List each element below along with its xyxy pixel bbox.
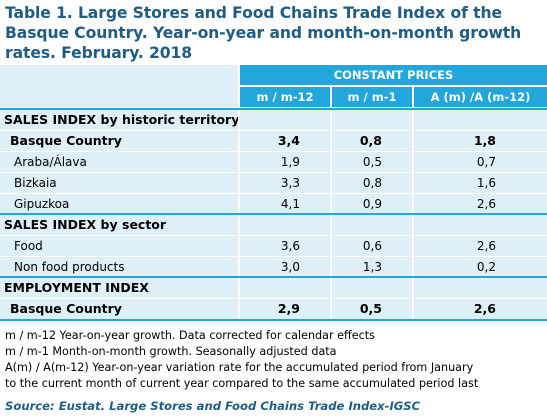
column-divider	[412, 173, 414, 193]
row-label: SALES INDEX by sector	[4, 217, 167, 232]
row-divider	[0, 108, 547, 110]
row-value-3: 1,8	[473, 133, 496, 148]
row-label: Basque Country	[10, 301, 122, 316]
table-title: Table 1. Large Stores and Food Chains Tr…	[5, 4, 522, 62]
section-header-row: EMPLOYMENT INDEX	[0, 278, 547, 298]
source-note: Source: Eustat. Large Stores and Food Ch…	[5, 399, 421, 413]
row-value-2: 0,8	[359, 133, 382, 148]
column-divider	[238, 215, 240, 235]
table-row: Gipuzkoa 4,1 0,9 2,6	[0, 194, 547, 214]
row-value-1: 1,9	[280, 155, 300, 169]
column-divider	[238, 194, 240, 214]
row-value-3: 2,6	[476, 197, 496, 211]
data-table: CONSTANT PRICES m / m-12 m / m-1 A (m) /…	[0, 65, 547, 328]
row-value-3: 2,6	[476, 239, 496, 253]
column-divider	[238, 152, 240, 172]
column-divider	[412, 194, 414, 214]
row-value-3: 0,7	[476, 155, 496, 169]
column-divider	[330, 299, 332, 319]
table-row: Food 3,6 0,6 2,6	[0, 236, 547, 256]
column-divider	[412, 278, 414, 298]
column-divider	[412, 110, 414, 130]
header-col-mom: m / m-1	[332, 87, 412, 107]
footnote: m / m-12 Year-on-year growth. Data corre…	[5, 329, 376, 342]
header-constant-prices: CONSTANT PRICES	[240, 65, 547, 85]
row-value-1: 4,1	[280, 197, 300, 211]
row-value-2: 0,5	[359, 301, 382, 316]
row-value-2: 0,9	[362, 197, 382, 211]
row-divider	[0, 276, 547, 278]
column-divider	[238, 236, 240, 256]
header-spacer	[0, 65, 238, 107]
column-divider	[238, 173, 240, 193]
row-value-1: 3,4	[277, 133, 300, 148]
column-divider	[330, 110, 332, 130]
row-value-2: 1,3	[362, 260, 382, 274]
header-col-yoy: m / m-12	[240, 87, 330, 107]
column-divider	[412, 215, 414, 235]
column-divider	[412, 236, 414, 256]
row-label: Araba/Álava	[14, 155, 87, 169]
table-row: Bizkaia 3,3 0,8 1,6	[0, 173, 547, 193]
row-value-1: 3,6	[280, 239, 300, 253]
row-divider	[0, 213, 547, 215]
row-value-2: 0,6	[362, 239, 382, 253]
footnote: A(m) / A(m-12) Year-on-year variation ra…	[5, 361, 474, 374]
row-label: Non food products	[14, 260, 125, 274]
row-value-3: 2,6	[473, 301, 496, 316]
column-divider	[330, 236, 332, 256]
row-value-2: 0,5	[362, 155, 382, 169]
column-divider	[330, 131, 332, 151]
row-value-3: 1,6	[476, 176, 496, 190]
column-divider	[412, 299, 414, 319]
row-label: Gipuzkoa	[14, 197, 70, 211]
table-row: Araba/Álava 1,9 0,5 0,7	[0, 152, 547, 172]
footnote: m / m-1 Month-on-month growth. Seasonall…	[5, 345, 337, 358]
column-divider	[238, 110, 240, 130]
column-divider	[330, 194, 332, 214]
table-row: Basque Country 3,4 0,8 1,8	[0, 131, 547, 151]
row-label: Bizkaia	[14, 176, 57, 190]
footnotes: m / m-12 Year-on-year growth. Data corre…	[5, 328, 545, 392]
section-header-row: SALES INDEX by sector	[0, 215, 547, 235]
column-divider	[412, 257, 414, 277]
column-divider	[238, 278, 240, 298]
column-divider	[330, 257, 332, 277]
column-divider	[412, 152, 414, 172]
column-divider	[412, 131, 414, 151]
column-divider	[238, 131, 240, 151]
column-divider	[330, 215, 332, 235]
footnote: to the current month of current year com…	[5, 377, 479, 390]
column-divider	[330, 173, 332, 193]
column-divider	[330, 152, 332, 172]
row-label: SALES INDEX by historic territory	[4, 112, 240, 127]
header-col-accumulated: A (m) /A (m-12)	[414, 87, 547, 107]
row-value-1: 2,9	[277, 301, 300, 316]
row-value-2: 0,8	[362, 176, 382, 190]
row-label: Basque Country	[10, 133, 122, 148]
table-row: Basque Country 2,9 0,5 2,6	[0, 299, 547, 319]
row-value-3: 0,2	[476, 260, 496, 274]
column-divider	[238, 257, 240, 277]
section-header-row: SALES INDEX by historic territory	[0, 110, 547, 130]
column-divider	[330, 278, 332, 298]
column-divider	[238, 299, 240, 319]
row-value-1: 3,0	[280, 260, 300, 274]
row-divider	[0, 319, 547, 321]
table-row: Non food products 3,0 1,3 0,2	[0, 257, 547, 277]
row-label: Food	[14, 239, 43, 253]
row-value-1: 3,3	[280, 176, 300, 190]
row-label: EMPLOYMENT INDEX	[4, 280, 149, 295]
